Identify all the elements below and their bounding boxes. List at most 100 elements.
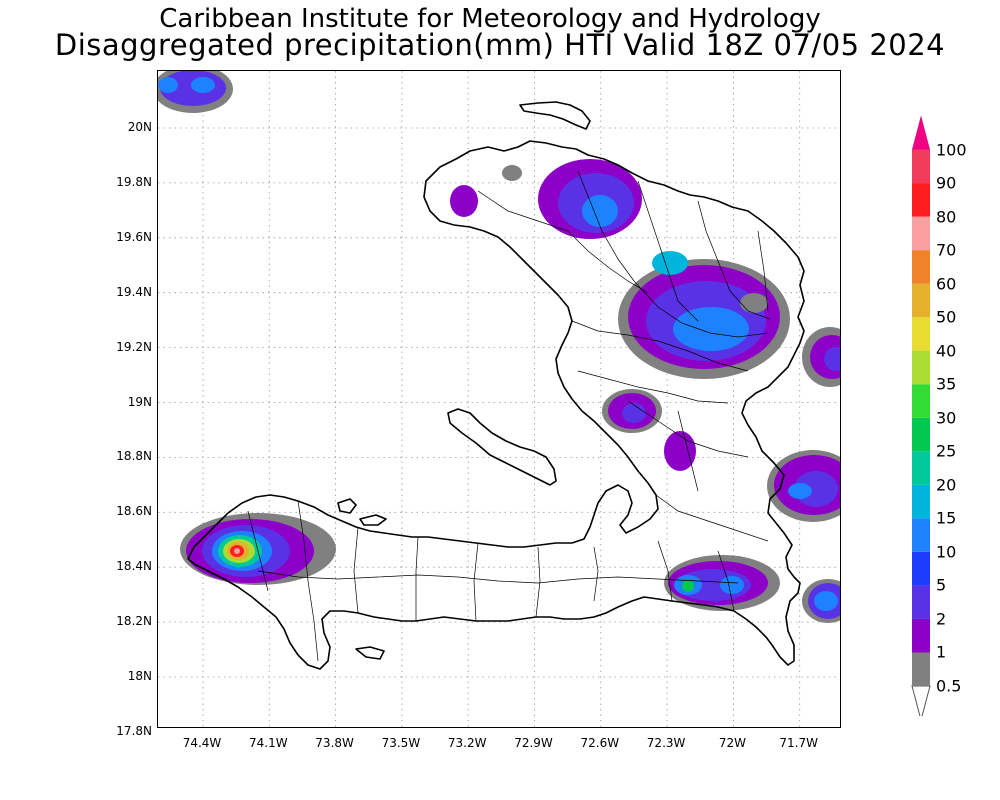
boundary-line <box>257 570 739 584</box>
precip-map <box>158 71 840 727</box>
precip-cell <box>682 580 694 592</box>
legend-swatch <box>912 183 930 217</box>
tortuga-island <box>519 101 591 130</box>
precip-cell <box>158 77 178 93</box>
boundary-line <box>297 500 319 662</box>
lon-tick-label: 74.4W <box>182 736 222 750</box>
boundary-line <box>247 510 269 592</box>
lat-tick-label: 20N <box>127 120 152 134</box>
lat-tick-label: 19.8N <box>116 174 152 189</box>
legend-level-label: 15 <box>936 508 957 528</box>
legend-swatch <box>912 618 930 653</box>
legend-swatch <box>912 317 930 351</box>
precip-cell <box>720 576 744 594</box>
institute-title: Caribbean Institute for Meteorology and … <box>159 4 821 34</box>
legend-level-label: 25 <box>936 441 957 461</box>
precip-cell <box>673 307 749 351</box>
boundary-line <box>477 190 649 294</box>
legend-swatch <box>912 216 930 251</box>
map-frame <box>157 70 841 728</box>
boundary-line <box>577 370 729 404</box>
legend-swatch <box>912 451 930 485</box>
lon-tick-label: 73.5W <box>381 736 421 750</box>
lon-tick-label: 74.1W <box>249 736 288 750</box>
admin-boundaries <box>247 170 771 662</box>
boundary-line <box>577 170 769 338</box>
legend-level-label: 70 <box>936 240 957 260</box>
legend-level-label: 1 <box>936 642 947 662</box>
boundary-line <box>535 546 541 618</box>
legend-level-label: 80 <box>936 207 957 227</box>
boundary-line <box>757 230 769 312</box>
legend-level-label: 30 <box>936 408 957 428</box>
precip-cell <box>788 483 812 499</box>
legend-max-triangle <box>912 115 930 150</box>
legend-level-label: 10 <box>936 542 957 562</box>
legend-swatch <box>912 283 930 318</box>
lat-tick-label: 19.4N <box>116 284 152 299</box>
lat-tick-label: 19N <box>127 394 152 409</box>
precip-cell <box>191 77 215 93</box>
lon-tick-label: 72.3W <box>646 736 686 750</box>
color-legend <box>911 115 931 716</box>
lon-tick-label: 72W <box>718 736 746 750</box>
boundary-line <box>697 200 771 320</box>
legend-swatch <box>912 551 930 586</box>
lat-tick-label: 18.8N <box>116 449 152 464</box>
precip-cell <box>740 293 768 313</box>
boundary-line <box>627 400 749 458</box>
legend-swatch <box>912 384 930 418</box>
legend-swatch <box>912 484 930 519</box>
legend-swatch <box>912 652 930 686</box>
lat-tick-label: 19.2N <box>116 339 152 354</box>
precip-cell <box>234 548 240 554</box>
legend-level-label: 100 <box>936 140 967 160</box>
legend-swatch <box>912 585 930 619</box>
precip-cell <box>450 185 478 217</box>
lon-tick-label: 72.6W <box>580 736 620 750</box>
legend-swatch <box>912 149 930 184</box>
legend-swatch <box>912 350 930 385</box>
legend-level-label: 35 <box>936 374 957 394</box>
legend-level-label: 50 <box>936 307 957 327</box>
small-island <box>359 514 387 526</box>
boundary-line <box>637 180 699 322</box>
haiti-mainland <box>187 140 805 670</box>
lat-tick-label: 17.8N <box>116 723 152 738</box>
lon-tick-label: 71.7W <box>779 736 818 750</box>
lat-tick-label: 18.6N <box>116 504 152 519</box>
lat-tick-label: 18.4N <box>116 559 152 574</box>
boundary-line <box>353 526 359 614</box>
coastlines <box>187 101 805 670</box>
boundary-line <box>473 542 479 622</box>
precip-cell <box>824 347 840 371</box>
boundary-line <box>655 494 769 542</box>
precip-cell <box>652 251 688 275</box>
boundary-line <box>717 550 735 612</box>
precip-shading <box>158 71 840 623</box>
ile-a-vache <box>355 646 385 660</box>
legend-level-label: 2 <box>936 609 947 629</box>
gonave-island <box>447 408 557 486</box>
boundary-line <box>415 536 419 621</box>
boundary-line <box>571 320 749 372</box>
precip-cell <box>814 591 838 611</box>
legend-swatch <box>912 518 930 552</box>
lat-tick-label: 18N <box>127 669 152 683</box>
legend-level-label: 40 <box>936 341 957 361</box>
precip-cell <box>582 195 618 227</box>
precip-cell <box>622 403 646 423</box>
graticule <box>158 71 840 727</box>
legend-level-label: 0.5 <box>936 676 962 696</box>
legend-swatch <box>912 417 930 452</box>
lon-tick-label: 73.2W <box>447 736 487 750</box>
lat-tick-label: 19.6N <box>116 229 152 244</box>
cayemites-island <box>337 498 357 514</box>
boundary-line <box>677 410 699 492</box>
product-title: Disaggregated precipitation(mm) HTI Vali… <box>54 28 946 62</box>
lon-tick-label: 73.8W <box>315 736 354 750</box>
lon-tick-label: 72.9W <box>514 736 553 750</box>
legend-level-label: 5 <box>936 575 947 595</box>
legend-level-label: 90 <box>936 173 957 193</box>
legend-level-label: 60 <box>936 274 957 294</box>
